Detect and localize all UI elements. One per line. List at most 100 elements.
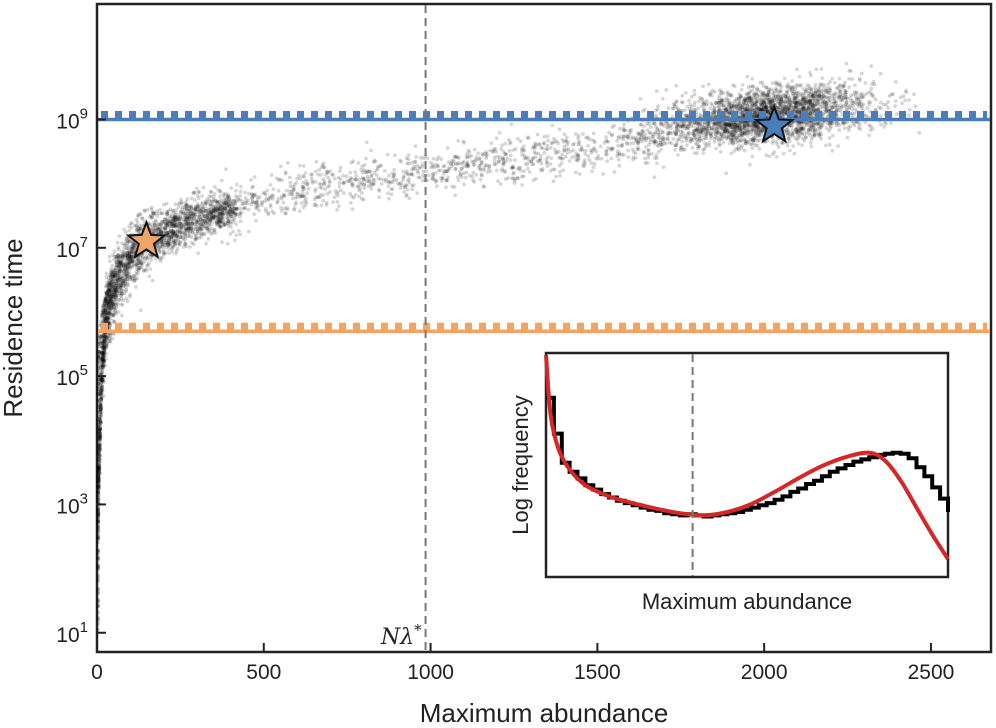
scatter-point [111,302,115,306]
scatter-point [133,277,138,282]
scatter-point [545,164,550,169]
scatter-point [525,136,530,141]
scatter-point [172,232,177,236]
scatter-point [107,306,111,310]
scatter-point [642,150,646,155]
scatter-point [212,214,217,219]
scatter-point [185,203,190,208]
scatter-point [606,146,611,151]
scatter-point [205,213,210,217]
scatter-point [586,135,590,140]
scatter-point [137,228,142,233]
scatter-point [158,229,163,234]
scatter-point [847,85,852,90]
scatter-point [626,148,630,153]
scatter-point [105,284,109,289]
scatter-point [220,221,225,225]
scatter-point [96,507,101,512]
scatter-point [546,138,550,143]
scatter-point [207,222,212,227]
scatter-point [102,319,107,324]
scatter-point [102,316,107,321]
scatter-point [109,298,114,303]
scatter-point [113,287,117,292]
scatter-point [106,302,111,306]
scatter-point [108,287,113,292]
scatter-point [576,133,581,138]
scatter-point [165,233,170,238]
scatter-point [111,269,116,274]
scatter-point [121,289,125,293]
scatter-point [98,441,103,446]
scatter-point [108,282,112,287]
scatter-point [131,274,136,278]
scatter-point [99,396,104,401]
scatter-point [126,283,131,288]
scatter-point [886,106,891,110]
scatter-point [172,214,177,219]
scatter-point [161,248,166,252]
scatter-point [405,188,410,192]
scatter-point [398,186,403,190]
scatter-point [96,497,100,502]
scatter-point [631,150,636,154]
scatter-point [119,281,123,285]
scatter-point [217,199,222,204]
scatter-point [102,345,106,350]
scatter-point [99,363,104,368]
scatter-point [232,211,237,215]
scatter-point [98,378,103,382]
scatter-point [125,262,129,266]
scatter-point [156,231,161,236]
scatter-point [426,173,431,178]
scatter-point [217,211,222,215]
scatter-point [708,106,712,110]
scatter-point [339,188,343,193]
scatter-point [163,251,168,255]
scatter-point [99,390,104,395]
scatter-point [416,175,421,180]
scatter-point [197,226,202,231]
scatter-point [166,231,171,235]
scatter-point [158,229,163,234]
scatter-point [122,267,127,272]
scatter-point [152,223,157,228]
scatter-point [100,350,104,354]
scatter-point [224,215,229,219]
scatter-point [207,198,212,202]
scatter-point [582,160,586,165]
scatter-point [305,191,309,196]
scatter-point [100,369,105,374]
scatter-point [239,184,243,189]
scatter-point [106,276,111,280]
scatter-point [103,284,108,289]
scatter-point [104,303,108,308]
scatter-point [177,225,182,230]
scatter-point [121,281,125,286]
scatter-point [213,185,217,189]
scatter-point [97,442,101,447]
scatter-point [505,156,510,161]
scatter-point [161,230,166,235]
scatter-point [183,214,187,218]
scatter-point [215,217,220,222]
scatter-point [122,283,126,288]
scatter-point [108,310,113,315]
scatter-point [136,255,141,260]
scatter-point [266,198,270,203]
scatter-point [200,200,205,205]
scatter-point [120,254,125,259]
scatter-point [98,443,102,448]
scatter-point [101,339,106,344]
scatter-point [151,220,156,225]
scatter-point [545,143,550,148]
scatter-point [164,238,169,243]
scatter-point [216,206,221,211]
scatter-point [178,225,182,230]
scatter-point [193,232,198,237]
scatter-point [98,341,102,346]
scatter-point [170,246,174,250]
scatter-point [159,223,164,228]
scatter-point [114,295,118,300]
scatter-point [96,598,101,603]
